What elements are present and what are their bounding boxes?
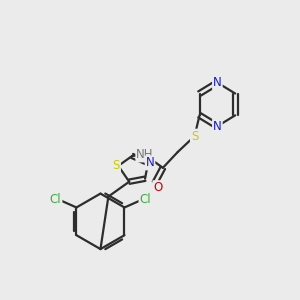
Text: S: S	[112, 159, 120, 172]
Text: N: N	[213, 76, 222, 89]
Text: Cl: Cl	[50, 193, 62, 206]
Text: NH: NH	[136, 148, 154, 161]
Text: N: N	[213, 120, 222, 133]
Text: O: O	[153, 181, 163, 194]
Text: N: N	[146, 156, 154, 170]
Text: S: S	[191, 130, 198, 142]
Text: Cl: Cl	[140, 193, 151, 206]
